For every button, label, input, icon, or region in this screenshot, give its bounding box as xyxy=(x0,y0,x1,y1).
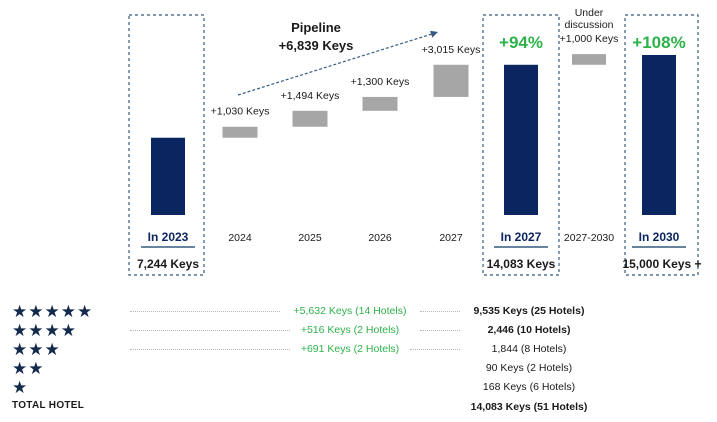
increment-label: +3,015 Keys xyxy=(422,44,481,56)
total-bar xyxy=(504,64,538,215)
increment-bar xyxy=(292,110,328,127)
total-bar xyxy=(642,55,676,215)
category-label: 2027 xyxy=(439,232,463,244)
two-star-total: 90 Keys (2 Hotels) xyxy=(485,362,573,374)
increment-label: +1,494 Keys xyxy=(281,90,340,102)
total-keys-label: 15,000 Keys + xyxy=(622,257,701,271)
increment-bar xyxy=(362,96,398,111)
leader-line xyxy=(130,311,280,312)
one-star-total: 168 Keys (6 Hotels) xyxy=(482,381,576,393)
total-keys-label: 7,244 Keys xyxy=(137,257,199,271)
category-label: 2027-2030 xyxy=(564,232,614,244)
growth-label: +108% xyxy=(632,33,685,52)
category-label: In 2030 xyxy=(639,230,680,244)
three-star-total: 1,844 (8 Hotels) xyxy=(491,343,567,355)
leader-line xyxy=(420,330,460,331)
total-bar xyxy=(151,137,185,215)
category-label: In 2027 xyxy=(501,230,542,244)
leader-line xyxy=(130,349,290,350)
category-label: In 2023 xyxy=(148,230,189,244)
increment-bar xyxy=(572,54,606,65)
total-hotel-label: TOTAL HOTEL xyxy=(12,400,85,411)
frame-2023 xyxy=(128,14,205,276)
one-star-icon: ★ xyxy=(12,378,29,398)
total-keys-label: 14,083 Keys xyxy=(487,257,556,271)
category-label: 2025 xyxy=(298,232,322,244)
five-star-icons: ★★★★★ xyxy=(12,302,94,322)
four-star-added: +516 Keys (2 Hotels) xyxy=(300,324,400,336)
increment-label: +1,300 Keys xyxy=(351,76,410,88)
pipeline-title: Pipeline xyxy=(291,20,341,35)
five-star-total: 9,535 Keys (25 Hotels) xyxy=(473,305,585,317)
total-hotel-value: 14,083 Keys (51 Hotels) xyxy=(470,401,588,413)
increment-bar xyxy=(222,126,258,138)
increment-label: +1,030 Keys xyxy=(211,106,270,118)
pipeline-subtitle: +6,839 Keys xyxy=(279,38,354,53)
leader-line xyxy=(410,349,460,350)
note-label: Under xyxy=(575,7,604,19)
category-label: 2024 xyxy=(228,232,252,244)
two-star-icons: ★★ xyxy=(12,359,45,379)
frame-2030 xyxy=(624,14,699,276)
four-star-total: 2,446 (10 Hotels) xyxy=(487,324,571,336)
category-label: 2026 xyxy=(368,232,392,244)
four-star-icons: ★★★★ xyxy=(12,321,77,341)
note-label: discussion xyxy=(564,19,613,31)
increment-bar xyxy=(433,64,469,97)
frame-2027 xyxy=(482,14,560,276)
growth-label: +94% xyxy=(499,33,543,52)
three-star-added: +691 Keys (2 Hotels) xyxy=(300,343,400,355)
leader-line xyxy=(130,330,290,331)
waterfall-chart: In 2023 +1,030 Keys 2024 +1,494 Keys 2025 +1,… xyxy=(128,7,702,276)
three-star-icons: ★★★ xyxy=(12,340,61,360)
five-star-added: +5,632 Keys (14 Hotels) xyxy=(293,305,407,317)
leader-line xyxy=(420,311,460,312)
increment-label: +1,000 Keys xyxy=(560,33,619,45)
